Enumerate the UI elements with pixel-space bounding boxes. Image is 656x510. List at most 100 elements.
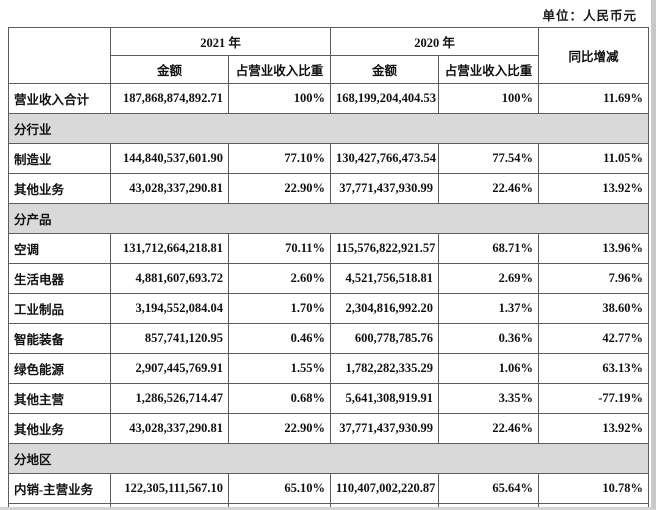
ratio-2021: 2.60%: [227, 263, 332, 294]
ratio-2021: 22.90%: [227, 173, 332, 204]
ratio-2021: 100%: [227, 83, 332, 114]
row-label: 其他主营: [8, 383, 111, 414]
amount-2021: 43,028,337,290.81: [110, 173, 229, 204]
amount-2021: 122,305,111,567.10: [110, 473, 229, 504]
row-label: 工业制品: [8, 293, 111, 324]
amount-2020: 110,407,002,220.87: [330, 473, 440, 504]
yoy-value: -77.19%: [538, 383, 650, 414]
amount-2020: 5,641,308,919.91: [330, 383, 440, 414]
corner-cell: [8, 27, 111, 84]
ratio-2020: 3.35%: [438, 383, 540, 414]
row-label: 空调: [8, 233, 111, 264]
amount-2020: 115,576,822,921.57: [330, 233, 440, 264]
amount-2021: 131,712,664,218.81: [110, 233, 229, 264]
row-label: 外销-主营业务: [8, 503, 111, 507]
header-row-years: 2021 年 2020 年 同比增减: [8, 27, 650, 84]
table-body: 营业收入合计 187,868,874,892.71 100% 168,199,204,…: [7, 83, 650, 507]
amount-2021: 187,868,874,892.71: [110, 83, 229, 114]
yoy-header: 同比增减: [538, 27, 650, 84]
table-row: 智能装备 857,741,120.95 0.46% 600,778,785.76 0.3…: [8, 323, 650, 354]
table-row: 绿色能源 2,907,445,769.91 1.55% 1,782,282,335.2…: [8, 353, 650, 384]
table-row: 外销-主营业务22,535,426,034.8012.00%20,020,764…: [8, 503, 650, 507]
header-row-metrics: 金额 占营业收入比重 金额 占营业收入比重: [9, 55, 649, 84]
ratio-2021: 22.90%: [227, 413, 332, 444]
table-row: 制造业 144,840,537,601.90 77.10% 130,427,766,4…: [8, 143, 650, 174]
amount-2020: 1,782,282,335.29: [330, 353, 440, 384]
amount-header-2020: 金额: [330, 55, 440, 84]
ratio-2021: 0.46%: [227, 323, 332, 354]
amount-2020: 130,427,766,473.54: [330, 143, 440, 174]
ratio-2020: 1.37%: [438, 293, 540, 324]
yoy-value: 13.96%: [538, 233, 650, 264]
row-label: 其他业务: [8, 173, 111, 204]
amount-2021: 1,286,526,714.47: [110, 383, 229, 414]
row-label: 内销-主营业务: [8, 473, 111, 504]
amount-2020: 168,199,204,404.53: [330, 83, 440, 114]
ratio-2021: 77.10%: [227, 143, 332, 174]
ratio-2020: 22.46%: [438, 173, 540, 204]
ratio-2021: 70.11%: [227, 233, 332, 264]
amount-2020: 37,771,437,930.99: [330, 413, 440, 444]
section-label: 分行业: [7, 113, 650, 144]
table-header: 2021 年 2020 年 同比增减 金额 占营业收入比重 金额 占营业收入比重: [8, 27, 650, 84]
year-2021-header: 2021 年: [109, 27, 332, 56]
yoy-value: 11.69%: [538, 83, 650, 114]
table-row: 内销-主营业务 122,305,111,567.10 65.10% 110,407,0…: [8, 473, 650, 504]
ratio-2021: 0.68%: [227, 383, 332, 414]
ratio-2020: 77.54%: [438, 143, 540, 174]
row-label: 绿色能源: [8, 353, 111, 384]
ratio-2020: 68.71%: [438, 233, 540, 264]
yoy-value: 12.56%: [538, 503, 650, 507]
section-label: 分产品: [7, 203, 650, 234]
ratio-2020: 1.06%: [438, 353, 540, 384]
amount-2021: 3,194,552,084.04: [110, 293, 229, 324]
amount-header-2021: 金额: [110, 55, 229, 84]
table-row: 空调 131,712,664,218.81 70.11% 115,576,822,92…: [8, 233, 650, 264]
unit-label: 单位：人民币元: [542, 9, 637, 23]
yoy-value: 13.92%: [538, 173, 650, 204]
section-label: 分地区: [7, 443, 650, 474]
ratio-2020: 2.69%: [438, 263, 540, 294]
amount-2020: 600,778,785.76: [330, 323, 440, 354]
revenue-breakdown-table: 2021 年 2020 年 同比增减 金额 占营业收入比重 金额 占营业收入比重…: [7, 27, 650, 507]
ratio-header-2020: 占营业收入比重: [438, 55, 540, 84]
amount-2020: 37,771,437,930.99: [330, 173, 440, 204]
table-row: 工业制品 3,194,552,084.04 1.70% 2,304,816,992.2…: [8, 293, 650, 324]
year-2020-header: 2020 年: [330, 27, 540, 56]
amount-2021: 857,741,120.95: [110, 323, 229, 354]
amount-2020: 4,521,756,518.81: [330, 263, 440, 294]
row-label: 生活电器: [8, 263, 111, 294]
ratio-2021: 1.70%: [227, 293, 332, 324]
amount-2021: 144,840,537,601.90: [110, 143, 229, 174]
section-row: 分行业: [7, 113, 650, 144]
section-row: 分地区: [7, 443, 650, 474]
ratio-2020: 100%: [438, 83, 540, 114]
yoy-value: 42.77%: [538, 323, 650, 354]
table-row: 其他业务 43,028,337,290.81 22.90% 37,771,437,93…: [8, 413, 650, 444]
ratio-2020: 22.46%: [438, 413, 540, 444]
amount-2020: 20,020,764,252.67: [330, 503, 440, 507]
table-row: 其他主营 1,286,526,714.47 0.68% 5,641,308,919.9…: [8, 383, 650, 414]
ratio-2020: 65.64%: [438, 473, 540, 504]
yoy-value: 10.78%: [538, 473, 650, 504]
row-label: 营业收入合计: [8, 83, 111, 114]
section-row: 分产品: [7, 203, 650, 234]
ratio-2021: 1.55%: [227, 353, 332, 384]
table-row: 生活电器 4,881,607,693.72 2.60% 4,521,756,518.8…: [8, 263, 650, 294]
ratio-2020: 11.90%: [438, 503, 540, 507]
yoy-value: 63.13%: [538, 353, 650, 384]
table-row: 营业收入合计 187,868,874,892.71 100% 168,199,204,…: [8, 83, 650, 114]
amount-2021: 43,028,337,290.81: [110, 413, 229, 444]
amount-2021: 4,881,607,693.72: [110, 263, 229, 294]
row-label: 制造业: [8, 143, 111, 174]
amount-2021: 2,907,445,769.91: [110, 353, 229, 384]
ratio-2021: 12.00%: [227, 503, 332, 507]
ratio-2020: 0.36%: [438, 323, 540, 354]
yoy-value: 7.96%: [538, 263, 650, 294]
ratio-2021: 65.10%: [227, 473, 332, 504]
row-label: 其他业务: [8, 413, 111, 444]
yoy-value: 13.92%: [538, 413, 650, 444]
table-row: 其他业务 43,028,337,290.81 22.90% 37,771,437,93…: [8, 173, 650, 204]
row-label: 智能装备: [8, 323, 111, 354]
